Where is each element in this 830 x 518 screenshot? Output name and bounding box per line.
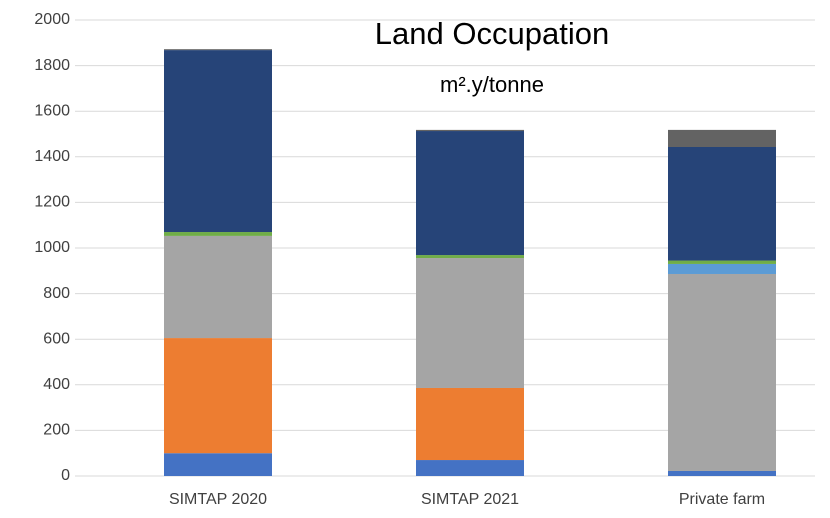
y-tick-label: 1400	[34, 148, 70, 165]
bar-segment	[416, 460, 524, 476]
chart-title: Land Occupation	[375, 16, 609, 51]
bar-segment	[668, 129, 776, 147]
bar-segment	[668, 260, 776, 264]
bar-segment	[416, 387, 524, 461]
bar-segment	[416, 129, 524, 132]
y-tick-label: 1200	[34, 194, 70, 211]
y-tick-label: 800	[43, 285, 70, 302]
bar-segment	[668, 146, 776, 261]
y-tick-label: 1000	[34, 239, 70, 256]
y-tick-label: 2000	[34, 11, 70, 28]
bar-segment	[668, 263, 776, 274]
bar-segment	[416, 258, 524, 388]
bar-segment	[164, 49, 272, 51]
bar-segment	[164, 50, 272, 233]
bar-segment	[164, 235, 272, 339]
y-tick-label: 200	[43, 422, 70, 439]
y-tick-label: 1800	[34, 57, 70, 74]
bar-segment	[416, 255, 524, 259]
bar-segment	[668, 273, 776, 471]
y-tick-label: 1600	[34, 102, 70, 119]
x-tick-label: SIMTAP 2021	[421, 491, 519, 508]
x-tick-label: SIMTAP 2020	[169, 491, 267, 508]
y-tick-label: 400	[43, 376, 70, 393]
bar-segment	[164, 232, 272, 236]
bar-segment	[164, 453, 272, 476]
bar-segment	[416, 131, 524, 256]
y-tick-label: 0	[61, 467, 70, 484]
bar-segment	[164, 338, 272, 454]
bar-segment	[668, 470, 776, 476]
x-tick-label: Private farm	[679, 491, 765, 508]
y-tick-label: 600	[43, 330, 70, 347]
chart-subtitle: m².y/tonne	[440, 72, 544, 97]
